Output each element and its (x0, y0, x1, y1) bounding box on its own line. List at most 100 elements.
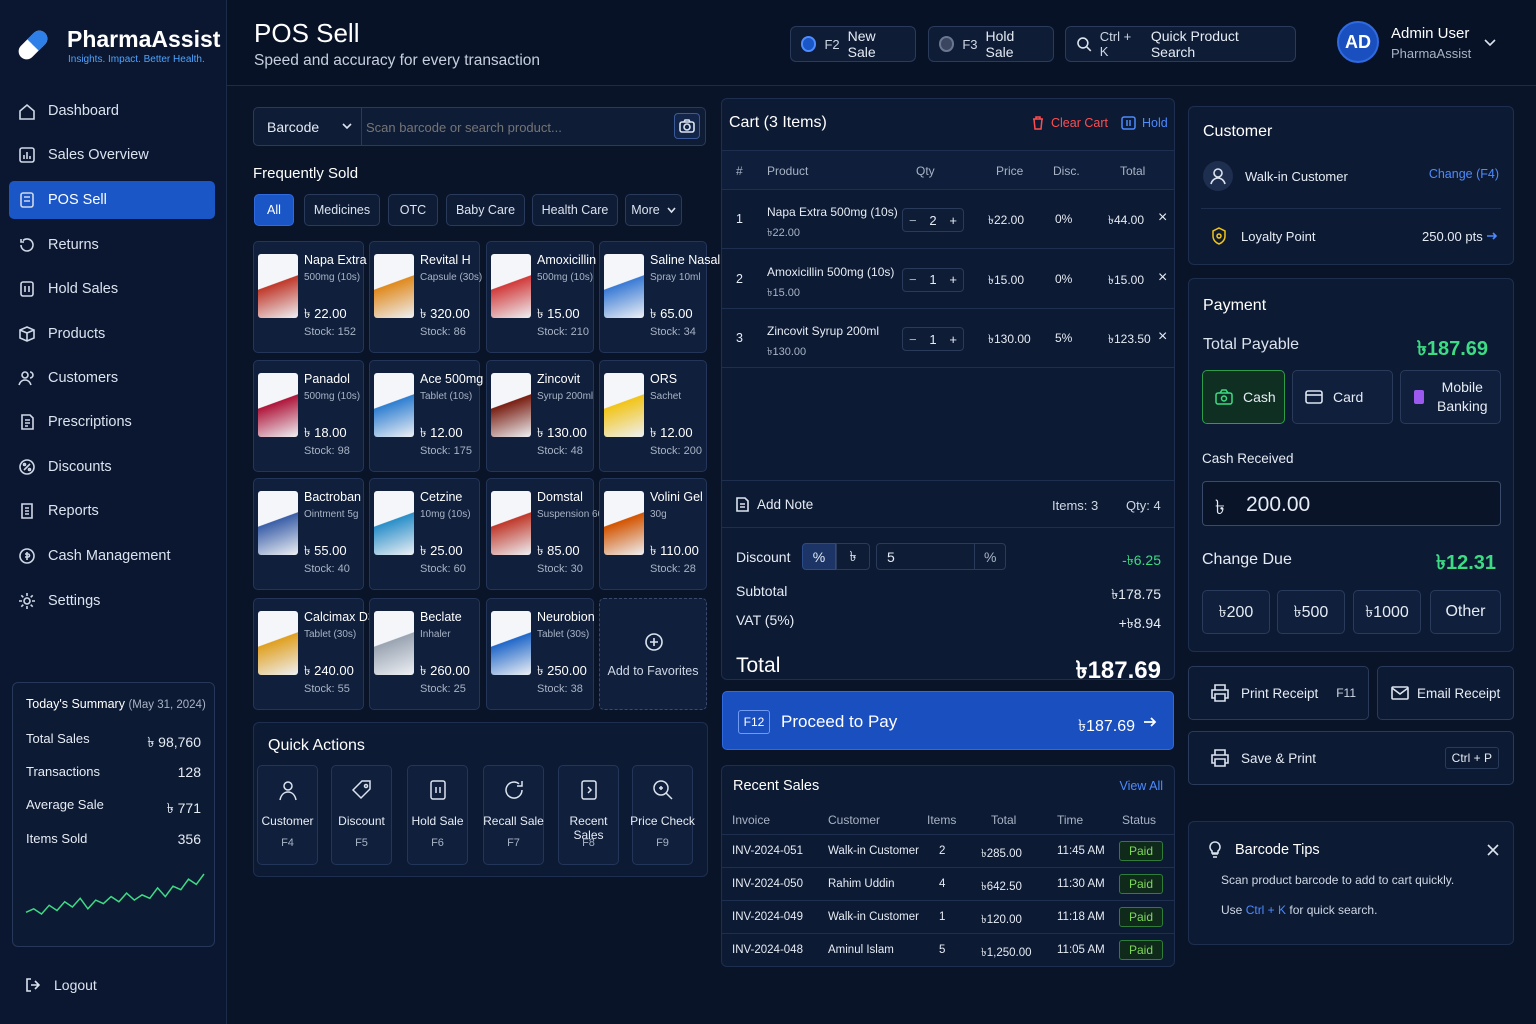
category-tab-baby-care[interactable]: Baby Care (446, 194, 525, 226)
product-card[interactable]: Neurobion Tablet (30s) ৳ 250.00 Stock: 38 (486, 598, 595, 710)
quick-cash-500[interactable]: ৳500 (1277, 590, 1345, 634)
cart-hold-button[interactable]: Hold (1121, 116, 1168, 130)
search-mode-select[interactable]: Barcode (254, 108, 362, 145)
recall-sale-action-button[interactable]: Recall Sale F7 (483, 765, 544, 865)
save-print-button[interactable]: Save & Print Ctrl + P (1188, 731, 1514, 785)
quantity-stepper[interactable]: −2 + (902, 208, 964, 232)
category-tab-more[interactable]: More (625, 194, 682, 226)
remove-item-icon[interactable]: × (1158, 328, 1168, 345)
print-receipt-button[interactable]: Print Receipt F11 (1188, 666, 1369, 720)
logout-button[interactable]: Logout (24, 976, 97, 994)
discount-input[interactable]: 5 % (876, 543, 1006, 570)
product-card[interactable]: ORS Sachet ৳ 12.00 Stock: 200 (599, 360, 707, 472)
card-payment-button[interactable]: Card (1292, 370, 1393, 424)
sidebar-item-cash-management[interactable]: Cash Management (9, 537, 215, 575)
quantity-stepper[interactable]: −1 + (902, 327, 964, 351)
plus-icon[interactable]: + (949, 212, 957, 228)
sidebar-item-prescriptions[interactable]: Prescriptions (9, 403, 215, 441)
product-detail: 10mg (10s) (420, 509, 471, 520)
sidebar-item-products[interactable]: Products (9, 315, 215, 353)
clear-cart-button[interactable]: Clear Cart (1031, 116, 1108, 130)
mobile-banking-button[interactable]: Mobile Banking (1400, 370, 1501, 424)
hold-sale-action-button[interactable]: Hold Sale F6 (407, 765, 468, 865)
product-search-input[interactable] (366, 112, 656, 142)
discount-percent-toggle[interactable]: % (802, 543, 836, 570)
discount-action-button[interactable]: Discount F5 (331, 765, 392, 865)
quick-cash-200[interactable]: ৳200 (1202, 590, 1270, 634)
add-note-button[interactable]: Add Note (736, 497, 813, 512)
customer-action-button[interactable]: Customer F4 (257, 765, 318, 865)
product-card[interactable]: Saline Nasal Spray 10ml ৳ 65.00 Stock: 34 (599, 241, 720, 353)
product-card[interactable]: Zincovit Syrup 200ml ৳ 130.00 Stock: 48 (486, 360, 594, 472)
remove-item-icon[interactable]: × (1158, 268, 1168, 286)
sidebar-item-label: Dashboard (48, 103, 119, 119)
arrow-right-icon[interactable] (1486, 230, 1498, 242)
category-tab-all[interactable]: All (254, 194, 294, 226)
minus-icon[interactable]: − (909, 331, 917, 347)
recent-sales-action-button[interactable]: Recent Sales F8 (558, 765, 619, 865)
product-card[interactable]: Bactroban Ointment 5g ৳ 55.00 Stock: 40 (253, 478, 364, 590)
product-price: ৳ 12.00 (420, 425, 463, 440)
product-card[interactable]: Panadol 500mg (10s) ৳ 18.00 Stock: 98 (253, 360, 364, 472)
sidebar-item-customers[interactable]: Customers (9, 359, 215, 397)
quick-cash-other[interactable]: Other (1430, 590, 1501, 634)
proceed-to-pay-button[interactable]: F12 Proceed to Pay ৳187.69 (722, 691, 1174, 750)
sidebar-item-discounts[interactable]: Discounts (9, 448, 215, 486)
recent-sale-row[interactable]: INV-2024-049 Walk-in Customer 1 ৳120.00 11:1… (722, 901, 1174, 934)
hold-sale-button[interactable]: F3 Hold Sale (928, 26, 1054, 62)
quantity-stepper[interactable]: −1 + (902, 267, 964, 292)
minus-icon[interactable]: − (909, 212, 917, 228)
product-card[interactable]: Ace 500mg Tablet (10s) ৳ 12.00 Stock: 175 (369, 360, 483, 472)
category-tab-label: Medicines (313, 203, 371, 217)
sidebar-item-reports[interactable]: Reports (9, 492, 215, 530)
remove-item-icon[interactable]: × (1158, 209, 1168, 226)
product-card[interactable]: Cetzine 10mg (10s) ৳ 25.00 Stock: 60 (369, 478, 480, 590)
product-image (491, 491, 531, 555)
add-to-favorites-button[interactable]: Add to Favorites (599, 598, 707, 710)
product-card[interactable]: Domstal Suspension 60ml ৳ 85.00 Stock: 30 (486, 478, 614, 590)
mail-icon (1391, 686, 1409, 700)
sidebar-item-settings[interactable]: Settings (9, 582, 215, 620)
product-stock: Stock: 38 (537, 683, 583, 695)
sidebar-item-sales-overview[interactable]: Sales Overview (9, 136, 215, 174)
cash-payment-button[interactable]: Cash (1202, 370, 1285, 424)
price-check-action-button[interactable]: Price Check F9 (630, 765, 695, 865)
product-card[interactable]: Calcimax D3 Tablet (30s) ৳ 240.00 Stock: 55 (253, 598, 375, 710)
new-sale-icon (801, 36, 817, 52)
product-name: Zincovit (537, 372, 581, 386)
recent-sale-row[interactable]: INV-2024-051 Walk-in Customer 2 ৳285.00 11:4… (722, 835, 1174, 868)
category-tab-otc[interactable]: OTC (388, 194, 438, 226)
email-receipt-button[interactable]: Email Receipt (1377, 666, 1514, 720)
quick-cash-1000[interactable]: ৳1000 (1353, 590, 1421, 634)
plus-icon[interactable]: + (949, 272, 957, 287)
minus-icon[interactable]: − (909, 272, 917, 287)
category-tab-health-care[interactable]: Health Care (532, 194, 618, 226)
new-sale-button[interactable]: F2 New Sale (790, 26, 916, 62)
category-tab-medicines[interactable]: Medicines (304, 194, 380, 226)
sidebar-item-hold-sales[interactable]: Hold Sales (9, 270, 215, 308)
cash-received-input[interactable]: ৳ 200.00 (1202, 481, 1501, 526)
user-icon (279, 781, 297, 801)
discount-amount-toggle[interactable]: ৳ (836, 543, 870, 570)
product-card[interactable]: Volini Gel 30g ৳ 110.00 Stock: 28 (599, 478, 707, 590)
plus-icon[interactable]: + (949, 331, 957, 347)
product-card[interactable]: Revital H Capsule (30s) ৳ 320.00 Stock: 86 (369, 241, 482, 353)
avatar[interactable]: AD (1337, 21, 1379, 63)
recent-sale-row[interactable]: INV-2024-050 Rahim Uddin 4 ৳642.50 11:30 AM P… (722, 868, 1174, 901)
close-icon[interactable] (1487, 844, 1499, 856)
product-card[interactable]: Amoxicillin 500mg (10s) ৳ 15.00 Stock: 210 (486, 241, 596, 353)
view-all-link[interactable]: View All (1119, 779, 1163, 793)
product-card[interactable]: Napa Extra 500mg (10s) ৳ 22.00 Stock: 152 (253, 241, 367, 353)
change-customer-link[interactable]: Change (F4) (1428, 167, 1499, 181)
quick-product-search-button[interactable]: Ctrl + K Quick Product Search (1065, 26, 1296, 62)
camera-scan-button[interactable] (674, 113, 700, 139)
product-detail: 500mg (10s) (537, 272, 594, 283)
gear-icon (19, 593, 35, 609)
product-card[interactable]: Beclate Inhaler ৳ 260.00 Stock: 25 (369, 598, 480, 710)
sidebar-item-pos-sell[interactable]: POS Sell (9, 181, 215, 219)
recent-sale-row[interactable]: INV-2024-048 Aminul Islam 5 ৳1,250.00 11:05 … (722, 934, 1174, 967)
sidebar-item-returns[interactable]: Returns (9, 226, 215, 264)
sidebar-item-dashboard[interactable]: Dashboard (9, 92, 215, 130)
product-price: ৳ 260.00 (420, 663, 470, 678)
chevron-down-icon[interactable] (1483, 38, 1497, 48)
